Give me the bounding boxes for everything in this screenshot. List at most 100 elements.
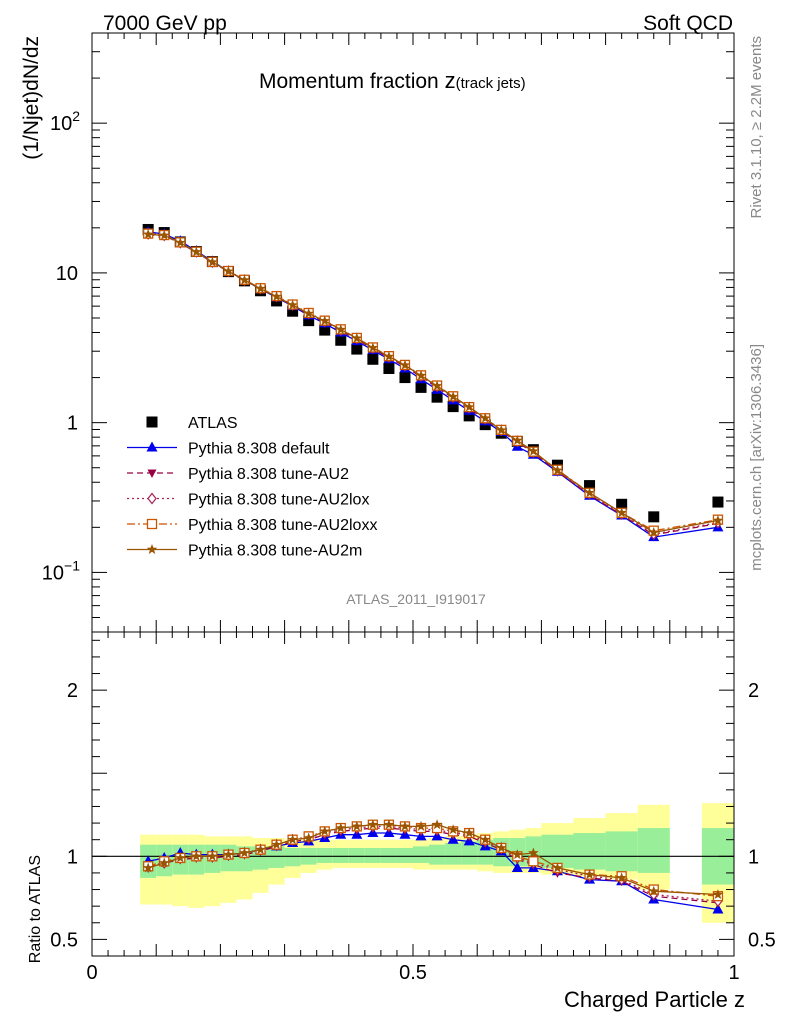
top-y-axis-label: (1/Njet)dN/dz bbox=[20, 36, 43, 160]
ratio-point-4 bbox=[431, 819, 443, 830]
top-point-0 bbox=[319, 324, 331, 336]
x-tick-label: 0.5 bbox=[399, 962, 427, 984]
ratio-point-4 bbox=[175, 852, 186, 863]
ratio-point-4 bbox=[335, 822, 347, 833]
top-point-5 bbox=[255, 283, 266, 294]
top-point-5 bbox=[528, 445, 539, 456]
ratio-point-4 bbox=[351, 820, 363, 831]
top-point-5 bbox=[223, 265, 234, 276]
top-point-5 bbox=[479, 412, 491, 423]
ratio-point-0 bbox=[712, 903, 724, 914]
ratio-point-4 bbox=[479, 834, 491, 845]
ratio-y-tick-label-left: 1 bbox=[67, 846, 78, 868]
top-point-5 bbox=[351, 332, 363, 343]
ratio-band-green bbox=[573, 833, 606, 870]
top-point-5 bbox=[399, 359, 411, 370]
header-right: Soft QCD bbox=[643, 12, 733, 35]
ratio-point-4 bbox=[223, 849, 234, 860]
ratio-band-green bbox=[541, 834, 574, 868]
mcplots-label: mcplots.cern.ch [arXiv:1306.3436] bbox=[748, 344, 765, 571]
legend: ATLAS Pythia 8.308 default Pythia 8.308 tu… bbox=[127, 415, 377, 560]
top-point-0 bbox=[367, 353, 379, 365]
top-point-5 bbox=[383, 351, 395, 362]
top-point-5 bbox=[191, 246, 202, 257]
ratio-point-4 bbox=[712, 889, 724, 899]
top-point-0 bbox=[287, 305, 299, 317]
ratio-point-4 bbox=[616, 872, 627, 883]
main-title-symbol: z bbox=[445, 68, 456, 93]
top-point-5 bbox=[712, 515, 724, 525]
ratio-band-green bbox=[364, 848, 381, 863]
top-point-0 bbox=[415, 381, 427, 393]
legend-entry-label: Pythia 8.308 tune-AU2 bbox=[188, 466, 349, 483]
top-y-tick-label: 10 bbox=[56, 263, 78, 285]
ratio-y-tick-label-right: 1 bbox=[748, 846, 759, 868]
ratio-point-4 bbox=[287, 834, 298, 845]
top-point-0 bbox=[303, 315, 315, 327]
ratio-point-4 bbox=[207, 850, 218, 861]
top-point-5 bbox=[512, 435, 523, 445]
top-point-5 bbox=[584, 487, 595, 498]
legend-entry-label: ATLAS bbox=[188, 415, 238, 432]
top-point-5 bbox=[367, 342, 379, 353]
legend-marker bbox=[146, 416, 158, 428]
ratio-band-green bbox=[396, 848, 413, 863]
legend-entry-label: Pythia 8.308 default bbox=[188, 441, 330, 458]
top-point-5 bbox=[303, 308, 314, 319]
ratio-band-green bbox=[332, 848, 349, 863]
legend-entry-label: Pythia 8.308 tune-AU2lox bbox=[188, 492, 369, 509]
top-point-5 bbox=[335, 324, 347, 335]
legend-entry-label: Pythia 8.308 tune-AU2m bbox=[188, 543, 362, 560]
ratio-point-4 bbox=[584, 869, 595, 880]
top-point-0 bbox=[447, 401, 459, 413]
top-point-0 bbox=[351, 343, 363, 355]
top-point-5 bbox=[648, 526, 659, 537]
top-point-5 bbox=[287, 299, 298, 310]
legend-marker bbox=[146, 441, 158, 452]
ratio-point-4 bbox=[399, 820, 411, 831]
ratio-point-4 bbox=[648, 885, 659, 896]
top-y-tick-label: 1 bbox=[67, 413, 78, 435]
legend-marker bbox=[146, 544, 158, 554]
top-point-5 bbox=[431, 380, 443, 391]
ratio-band-green bbox=[284, 848, 301, 867]
ratio-y-tick-label-left: 2 bbox=[67, 680, 78, 702]
ratio-y-axis-label: Ratio to ATLAS bbox=[27, 855, 44, 963]
ratio-band-green bbox=[605, 831, 638, 872]
ratio-point-4 bbox=[255, 844, 266, 855]
top-point-5 bbox=[496, 424, 507, 435]
ratio-point-4 bbox=[158, 857, 170, 868]
top-point-0 bbox=[648, 511, 660, 523]
ratio-band-green bbox=[445, 843, 462, 865]
ratio-point-4 bbox=[142, 862, 154, 873]
top-point-5 bbox=[415, 370, 427, 381]
top-point-5 bbox=[447, 391, 459, 402]
ratio-band-green bbox=[268, 846, 285, 868]
main-title-text: Momentum fraction bbox=[259, 70, 445, 93]
x-tick-label: 0 bbox=[86, 962, 97, 984]
ratio-band-green bbox=[413, 846, 430, 863]
top-series-line-5 bbox=[148, 233, 719, 534]
top-point-0 bbox=[399, 372, 411, 384]
ratio-point-4 bbox=[367, 819, 379, 830]
ratio-point-4 bbox=[191, 850, 202, 861]
rivet-label: Rivet 3.1.10, ≥ 2.2M events bbox=[748, 36, 765, 219]
ratio-point-4 bbox=[512, 849, 523, 860]
ratio-point-4 bbox=[383, 819, 395, 830]
top-point-0 bbox=[431, 391, 443, 403]
ratio-band-green bbox=[348, 848, 365, 863]
top-point-0 bbox=[383, 362, 395, 374]
main-title: Momentum fraction z(track jets) bbox=[259, 68, 526, 93]
ratio-band-green bbox=[461, 841, 478, 865]
ratio-band-green bbox=[637, 828, 670, 873]
top-point-0 bbox=[463, 410, 475, 422]
top-point-5 bbox=[552, 464, 563, 475]
ratio-panel-series bbox=[142, 819, 724, 914]
top-point-5 bbox=[319, 315, 330, 326]
top-point-5 bbox=[239, 274, 250, 285]
ratio-y-tick-label-right: 0.5 bbox=[748, 929, 776, 951]
ratio-point-0 bbox=[511, 861, 523, 872]
top-panel-series bbox=[142, 223, 724, 542]
ratio-point-4 bbox=[528, 847, 539, 858]
